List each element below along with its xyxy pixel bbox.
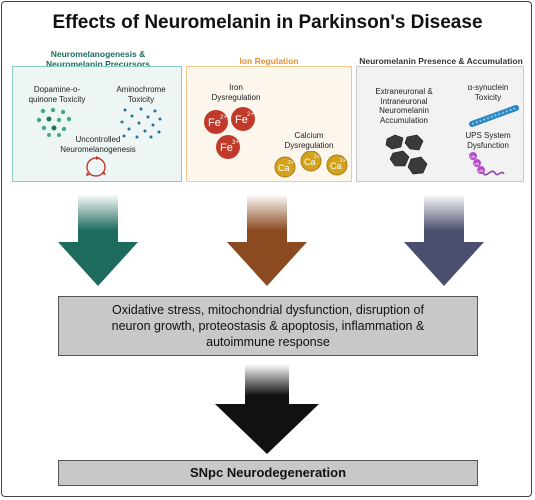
label-dopamine-quinone-line2: quinone Toxicity	[28, 94, 86, 104]
label-calcium-line2: Dysregulation	[284, 140, 334, 150]
effects-line2: neuron growth, proteostasis & apoptosis,…	[111, 319, 425, 333]
column-heading-precursors-line2: Neuromelanin Precursors	[46, 59, 150, 69]
fe-ion-charge-1: 2+	[220, 115, 227, 121]
brown-arrow-icon	[227, 194, 307, 286]
calcium-ions-icon: Ca 2+ Ca 2+ Ca 2+	[274, 151, 348, 178]
ca-ion-charge-2: 2+	[314, 154, 320, 160]
label-neuromelanin-accumulation: Extraneuronal & Intraneuronal Neuromelan…	[359, 87, 449, 125]
panel-ion-regulation: Iron Dysregulation Fe 2+ Fe 2+ Fe 3+ Cal…	[186, 66, 352, 182]
label-iron-line2: Dysregulation	[211, 92, 261, 102]
outcome-text: SNpc Neurodegeneration	[189, 465, 347, 480]
label-dopamine-quinone: Dopamine-o- quinone Toxicity	[17, 85, 97, 104]
ubiquitin-chain-icon: Ub Ub Ub	[469, 152, 505, 176]
ca-ion-label-1: Ca	[278, 163, 290, 173]
label-calcium-dysregulation: Calcium Dysregulation	[269, 131, 349, 150]
page-title: Effects of Neuromelanin in Parkinson's D…	[52, 12, 483, 33]
label-uncontrolled-neuromelanogenesis: Uncontrolled Neuromelanogenesis	[33, 135, 163, 154]
label-uncontrolled-line1: Uncontrolled	[75, 135, 121, 144]
panel-precursors: Dopamine-o- quinone Toxicity Aminochrome…	[12, 66, 182, 182]
iron-ions-icon: Fe 2+ Fe 2+ Fe 3+	[204, 107, 255, 159]
label-alpha-synuclein-line2: Toxicity	[474, 92, 502, 102]
label-dopamine-quinone-line1: Dopamine-o-	[33, 85, 81, 94]
fe-ion-charge-2: 2+	[247, 112, 254, 118]
alpha-synuclein-fibril-icon	[469, 105, 519, 127]
panel-neuromelanin-accumulation: Extraneuronal & Intraneuronal Neuromelan…	[356, 66, 524, 182]
label-iron-dysregulation: Iron Dysregulation	[197, 83, 275, 102]
label-uncontrolled-line2: Neuromelanogenesis	[60, 144, 136, 154]
aminochrome-dots-icon	[120, 107, 162, 139]
outcome-box: SNpc Neurodegeneration	[58, 460, 478, 486]
ub-label-1: Ub	[470, 154, 476, 159]
label-accumulation-line1: Extraneuronal &	[375, 87, 433, 96]
ub-label-2: Ub	[474, 161, 480, 166]
ca-ion-label-2: Ca	[304, 157, 316, 167]
label-alpha-synuclein: α-synuclein Toxicity	[455, 83, 521, 102]
label-aminochrome-line1: Aminochrome	[116, 85, 166, 94]
effects-line1: Oxidative stress, mitochondrial dysfunct…	[112, 303, 424, 317]
label-accumulation-line2: Intraneuronal	[380, 96, 428, 106]
label-aminochrome-line2: Toxicity	[127, 94, 155, 104]
fe-ion-label-3: Fe	[220, 142, 233, 154]
fe-ion-label-1: Fe	[208, 117, 221, 129]
ca-ion-charge-1: 2+	[288, 160, 294, 166]
label-alpha-synuclein-line1: α-synuclein	[467, 83, 509, 92]
column-heading-ion-regulation: Ion Regulation	[239, 56, 299, 66]
ca-ion-charge-3: 2+	[340, 158, 346, 164]
label-calcium-line1: Calcium	[294, 131, 324, 140]
label-accumulation-line4: Accumulation	[379, 115, 429, 125]
column-heading-precursors: Neuromelanogenesis & Neuromelanin Precur…	[12, 49, 184, 69]
fe-ion-label-2: Fe	[235, 114, 248, 126]
effects-box: Oxidative stress, mitochondrial dysfunct…	[58, 296, 478, 356]
label-accumulation-line3: Neuromelanin	[379, 106, 429, 115]
teal-arrow-icon	[58, 194, 138, 286]
label-ups-system: UPS System Dysfunction	[455, 131, 521, 150]
label-iron-line1: Iron	[229, 83, 243, 92]
neuromelanin-granules-icon	[385, 134, 428, 175]
column-heading-neuromelanin-accumulation: Neuromelanin Presence & Accumulation	[359, 56, 523, 66]
slate-arrow-icon	[404, 194, 484, 286]
ca-ion-label-3: Ca	[330, 161, 342, 171]
label-ups-line2: Dysfunction	[467, 140, 509, 150]
column-heading-precursors-line1: Neuromelanogenesis &	[50, 49, 146, 59]
ub-label-3: Ub	[478, 168, 484, 173]
label-ups-line1: UPS System	[465, 131, 511, 140]
black-arrow-icon	[215, 364, 319, 454]
label-aminochrome: Aminochrome Toxicity	[103, 85, 179, 104]
dopamine-quinone-dots-icon	[36, 107, 72, 137]
cycle-arrows-icon	[86, 156, 106, 177]
effects-line3: autoimmune response	[206, 335, 330, 349]
fe-ion-charge-3: 3+	[232, 140, 239, 146]
